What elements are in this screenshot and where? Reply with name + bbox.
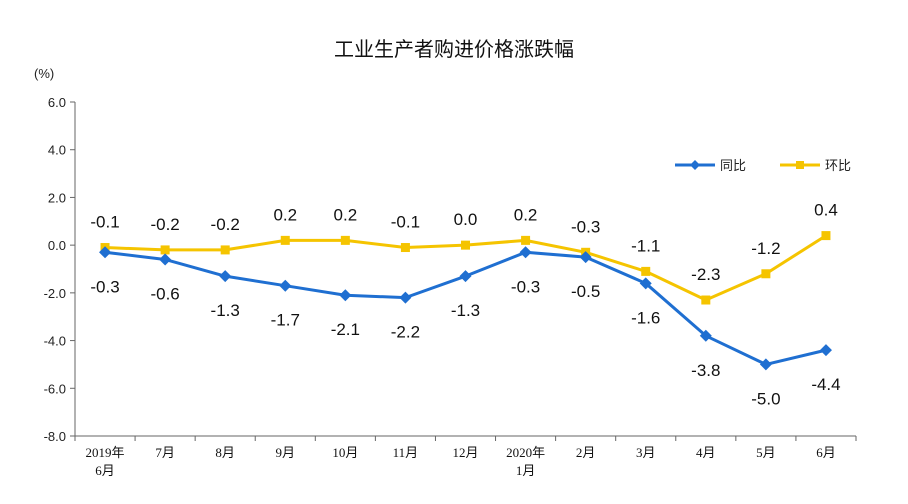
axes: 6.0 4.0 2.0 0.0 -2.0 -4.0 -6.0 -8.0 2019年 6月 7月 8月 9…	[44, 95, 857, 478]
legend-swatch-marker	[796, 161, 804, 169]
y-axis-unit-label: (%)	[34, 66, 54, 81]
x-tick-label: 7月	[155, 445, 175, 460]
data-label: -0.2	[211, 215, 240, 234]
data-label: -1.3	[211, 301, 240, 320]
y-tick-label: 2.0	[48, 190, 66, 205]
data-label: -0.5	[571, 282, 600, 301]
data-label: -5.0	[751, 389, 780, 408]
data-label: 0.2	[514, 205, 538, 224]
data-label: -2.2	[391, 323, 420, 342]
legend-swatch-marker	[690, 160, 700, 170]
y-tick-label: 4.0	[48, 143, 66, 158]
data-labels: -0.3 -0.6 -1.3 -1.7 -2.1 -2.2 -1.3 -0.3 -0.5 -1.6…	[90, 201, 840, 409]
data-label: -2.3	[691, 265, 720, 284]
data-point	[459, 270, 472, 283]
x-tick-label: 3月	[636, 445, 656, 460]
chart-title: 工业生产者购进价格涨跌幅	[334, 37, 574, 61]
x-tick-label: 6月	[95, 463, 115, 478]
x-tick-label: 9月	[276, 445, 296, 460]
data-point	[160, 245, 170, 255]
data-point	[759, 358, 772, 371]
data-point	[521, 235, 531, 245]
data-label: -1.6	[631, 308, 660, 327]
data-label: -0.3	[571, 217, 600, 236]
data-label: 0.2	[273, 205, 297, 224]
data-point	[699, 329, 712, 342]
x-tick-label: 2月	[576, 445, 596, 460]
data-point	[819, 344, 832, 357]
data-point	[400, 243, 410, 253]
data-point	[159, 253, 172, 266]
data-label: -4.4	[811, 375, 840, 394]
series-yoy	[99, 246, 832, 371]
data-label: -0.3	[511, 277, 540, 296]
data-point	[220, 245, 230, 255]
data-point	[399, 291, 412, 304]
data-point	[339, 289, 352, 302]
data-label: 0.4	[814, 201, 838, 220]
x-tick-label: 2019年	[86, 445, 125, 460]
x-tick-label: 8月	[215, 445, 235, 460]
y-tick-label: 0.0	[48, 238, 66, 253]
data-point	[639, 277, 652, 290]
x-tick-label: 6月	[816, 445, 836, 460]
data-label: 0.0	[454, 210, 478, 229]
x-tick-label: 11月	[393, 445, 419, 460]
y-tick-label: -8.0	[44, 429, 66, 444]
legend-label: 环比	[825, 159, 851, 174]
data-label: -1.2	[751, 239, 780, 258]
legend-label: 同比	[720, 159, 746, 174]
x-tick-label: 12月	[452, 445, 478, 460]
data-label: -0.3	[90, 277, 119, 296]
data-label: -0.2	[150, 215, 179, 234]
x-tick-label: 4月	[696, 445, 716, 460]
data-label: -0.1	[391, 213, 420, 232]
y-tick-label: -4.0	[44, 334, 66, 349]
data-point	[461, 240, 470, 250]
data-point	[821, 231, 831, 241]
data-point	[279, 279, 292, 292]
data-label: 0.2	[334, 205, 358, 224]
data-label: -2.1	[331, 320, 360, 339]
data-label: -1.3	[451, 301, 480, 320]
data-point	[219, 270, 232, 283]
data-label: -0.6	[150, 284, 179, 303]
data-point	[701, 295, 711, 305]
data-label: -1.7	[271, 311, 300, 330]
data-label: -1.1	[631, 236, 660, 255]
data-point	[579, 251, 592, 264]
data-label: -0.1	[90, 213, 119, 232]
data-point	[340, 235, 350, 245]
y-tick-label: -2.0	[44, 286, 66, 301]
data-point	[280, 235, 290, 245]
data-point	[519, 246, 532, 259]
x-tick-label: 2020年	[506, 445, 545, 460]
data-point	[641, 266, 651, 276]
series-layer	[99, 231, 832, 371]
x-tick-label: 10月	[332, 445, 358, 460]
data-point	[761, 269, 771, 279]
y-tick-label: -6.0	[44, 381, 66, 396]
series-mom	[100, 231, 831, 305]
legend: 同比 环比	[675, 159, 851, 174]
x-tick-label: 1月	[516, 463, 536, 478]
y-tick-label: 6.0	[48, 95, 66, 110]
x-tick-label: 5月	[756, 445, 776, 460]
data-point	[99, 246, 112, 259]
data-label: -3.8	[691, 361, 720, 380]
